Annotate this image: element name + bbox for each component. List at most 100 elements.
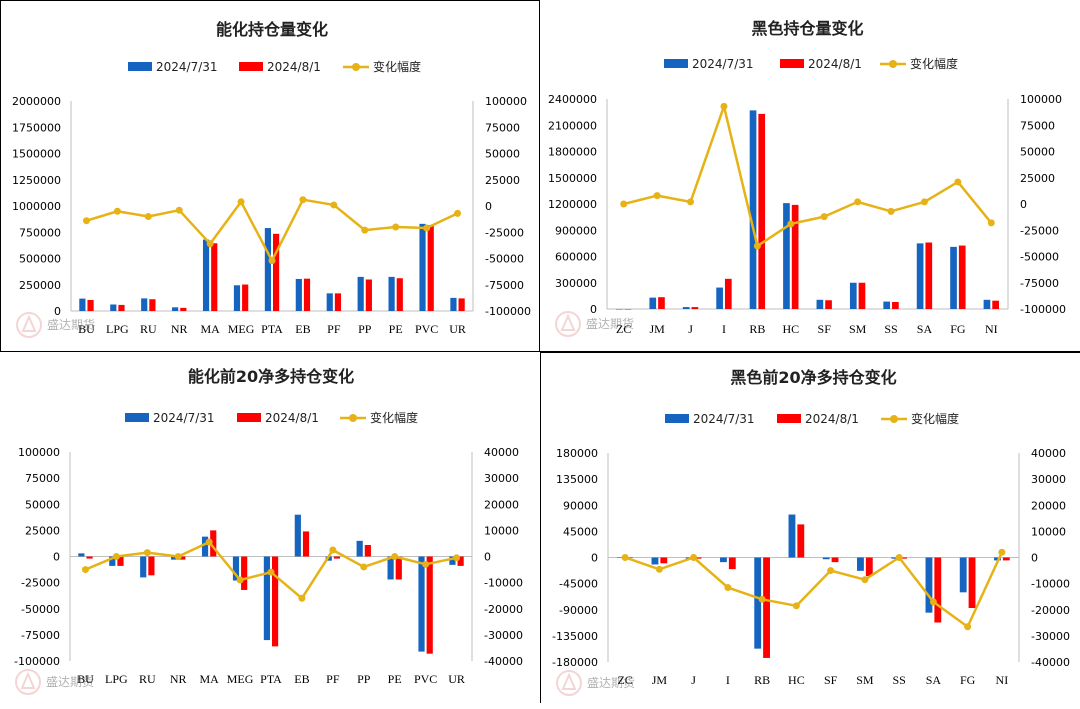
chart-title: 黑色持仓量变化	[751, 19, 863, 38]
bar-0731	[651, 557, 659, 565]
change-point	[298, 594, 306, 602]
right-tick-label: 100000	[1020, 93, 1062, 106]
category-label: RU	[140, 322, 157, 336]
category-label: EB	[295, 322, 310, 336]
legend-swatch-0801	[777, 414, 801, 423]
chart-panel-black-net: 黑色前20净多持仓变化 2024/7/31 2024/8/1 变化幅度 -180000 -…	[540, 352, 1080, 703]
left-tick-label: 0	[53, 551, 60, 564]
bar-0731	[720, 557, 727, 563]
left-tick-label: 2100000	[548, 119, 597, 132]
bar-0801	[992, 300, 999, 309]
left-tick-label: 45000	[563, 525, 598, 538]
legend-swatch-0801	[239, 62, 263, 71]
legend-label-change: 变化幅度	[370, 410, 418, 425]
category-label: HC	[788, 673, 805, 687]
change-point	[787, 220, 795, 228]
change-point	[453, 554, 461, 562]
bar-0801	[87, 299, 94, 311]
bar-0801	[333, 556, 341, 559]
left-tick-label: 2000000	[12, 95, 61, 108]
category-label: JM	[649, 322, 665, 336]
category-label: SA	[926, 673, 942, 687]
category-label: ZC	[616, 322, 631, 336]
watermark-text: 盛达期货	[587, 675, 635, 690]
bar-0731	[232, 556, 240, 581]
watermark-logo: 盛达期货	[16, 312, 95, 338]
right-tick-label: -40000	[484, 655, 523, 668]
right-tick-label: -20000	[484, 603, 523, 616]
right-tick-label: -25000	[485, 226, 524, 239]
bar-0801	[758, 113, 766, 309]
right-tick-label: -30000	[1031, 630, 1070, 643]
chart-black-oi-svg: 黑色持仓量变化 2024/7/31 2024/8/1 变化幅度 0 300000 60000…	[548, 19, 1066, 337]
legend-swatch-0801	[237, 413, 261, 422]
legend-label-0801: 2024/8/1	[805, 412, 859, 426]
bar-0731	[617, 557, 625, 558]
bar-0731	[141, 298, 148, 311]
change-point	[423, 224, 431, 232]
bar-0731	[682, 307, 690, 309]
right-tick-label: -75000	[1020, 277, 1059, 290]
change-point	[724, 584, 732, 592]
watermark-logo: 盛达期货	[556, 670, 635, 696]
left-tick-label: -135000	[552, 630, 598, 643]
legend-label-0801: 2024/8/1	[267, 60, 321, 74]
change-point	[144, 213, 152, 220]
category-label: PVC	[414, 672, 437, 686]
left-tick-label: -180000	[552, 656, 598, 669]
change-point	[987, 219, 995, 227]
bar-0801	[334, 293, 342, 311]
bar-0801	[763, 557, 770, 658]
right-tick-label: 50000	[485, 148, 520, 161]
change-line	[623, 105, 993, 248]
change-point	[174, 553, 182, 560]
bar-0731	[754, 557, 762, 649]
change-point	[82, 217, 90, 225]
bar-0801	[180, 307, 187, 311]
legend-swatch-0731	[128, 62, 152, 71]
category-label: PP	[358, 322, 372, 336]
bar-0731	[171, 556, 178, 560]
legend-label-0731: 2024/7/31	[693, 412, 755, 426]
category-label: LPG	[105, 672, 128, 686]
left-tick-label: 1750000	[12, 121, 61, 134]
bar-0731	[857, 557, 864, 571]
bar-0731	[959, 557, 967, 593]
left-tick-label: 50000	[25, 498, 60, 511]
right-tick-label: 0	[485, 200, 492, 213]
change-point	[620, 200, 628, 208]
bar-0801	[273, 233, 280, 311]
category-label: NR	[170, 672, 187, 686]
bar-0801	[426, 556, 433, 654]
change-point	[753, 242, 761, 250]
right-tick-label: 30000	[484, 472, 519, 485]
bar-0801	[303, 278, 311, 311]
chart-panel-black-oi: 黑色持仓量变化 2024/7/31 2024/8/1 变化幅度 0 300000 60000…	[540, 0, 1080, 352]
bar-0801	[858, 282, 866, 309]
watermark-text: 盛达期货	[47, 317, 95, 332]
change-point	[175, 206, 183, 214]
legend-label-0731: 2024/7/31	[156, 60, 218, 74]
bar-0801	[728, 557, 736, 570]
left-tick-label: 1200000	[548, 198, 597, 211]
legend-label-change: 变化幅度	[911, 411, 959, 426]
legend-label-0731: 2024/7/31	[153, 411, 215, 425]
bar-0801	[458, 298, 465, 311]
bar-0731	[716, 287, 723, 309]
bar-0801	[658, 297, 665, 309]
change-point	[758, 595, 766, 603]
change-point	[854, 198, 862, 206]
category-label: PF	[326, 672, 340, 686]
bar-0731	[263, 556, 270, 641]
bar-0801	[624, 309, 632, 310]
bar-0801	[892, 302, 899, 309]
right-tick-label: 20000	[484, 498, 519, 511]
change-point	[929, 598, 937, 606]
bar-0731	[418, 556, 425, 652]
change-point	[236, 576, 244, 584]
right-tick-label: 25000	[485, 174, 520, 187]
change-line	[86, 198, 459, 262]
bar-0731	[387, 556, 394, 580]
category-label: RB	[754, 673, 770, 687]
